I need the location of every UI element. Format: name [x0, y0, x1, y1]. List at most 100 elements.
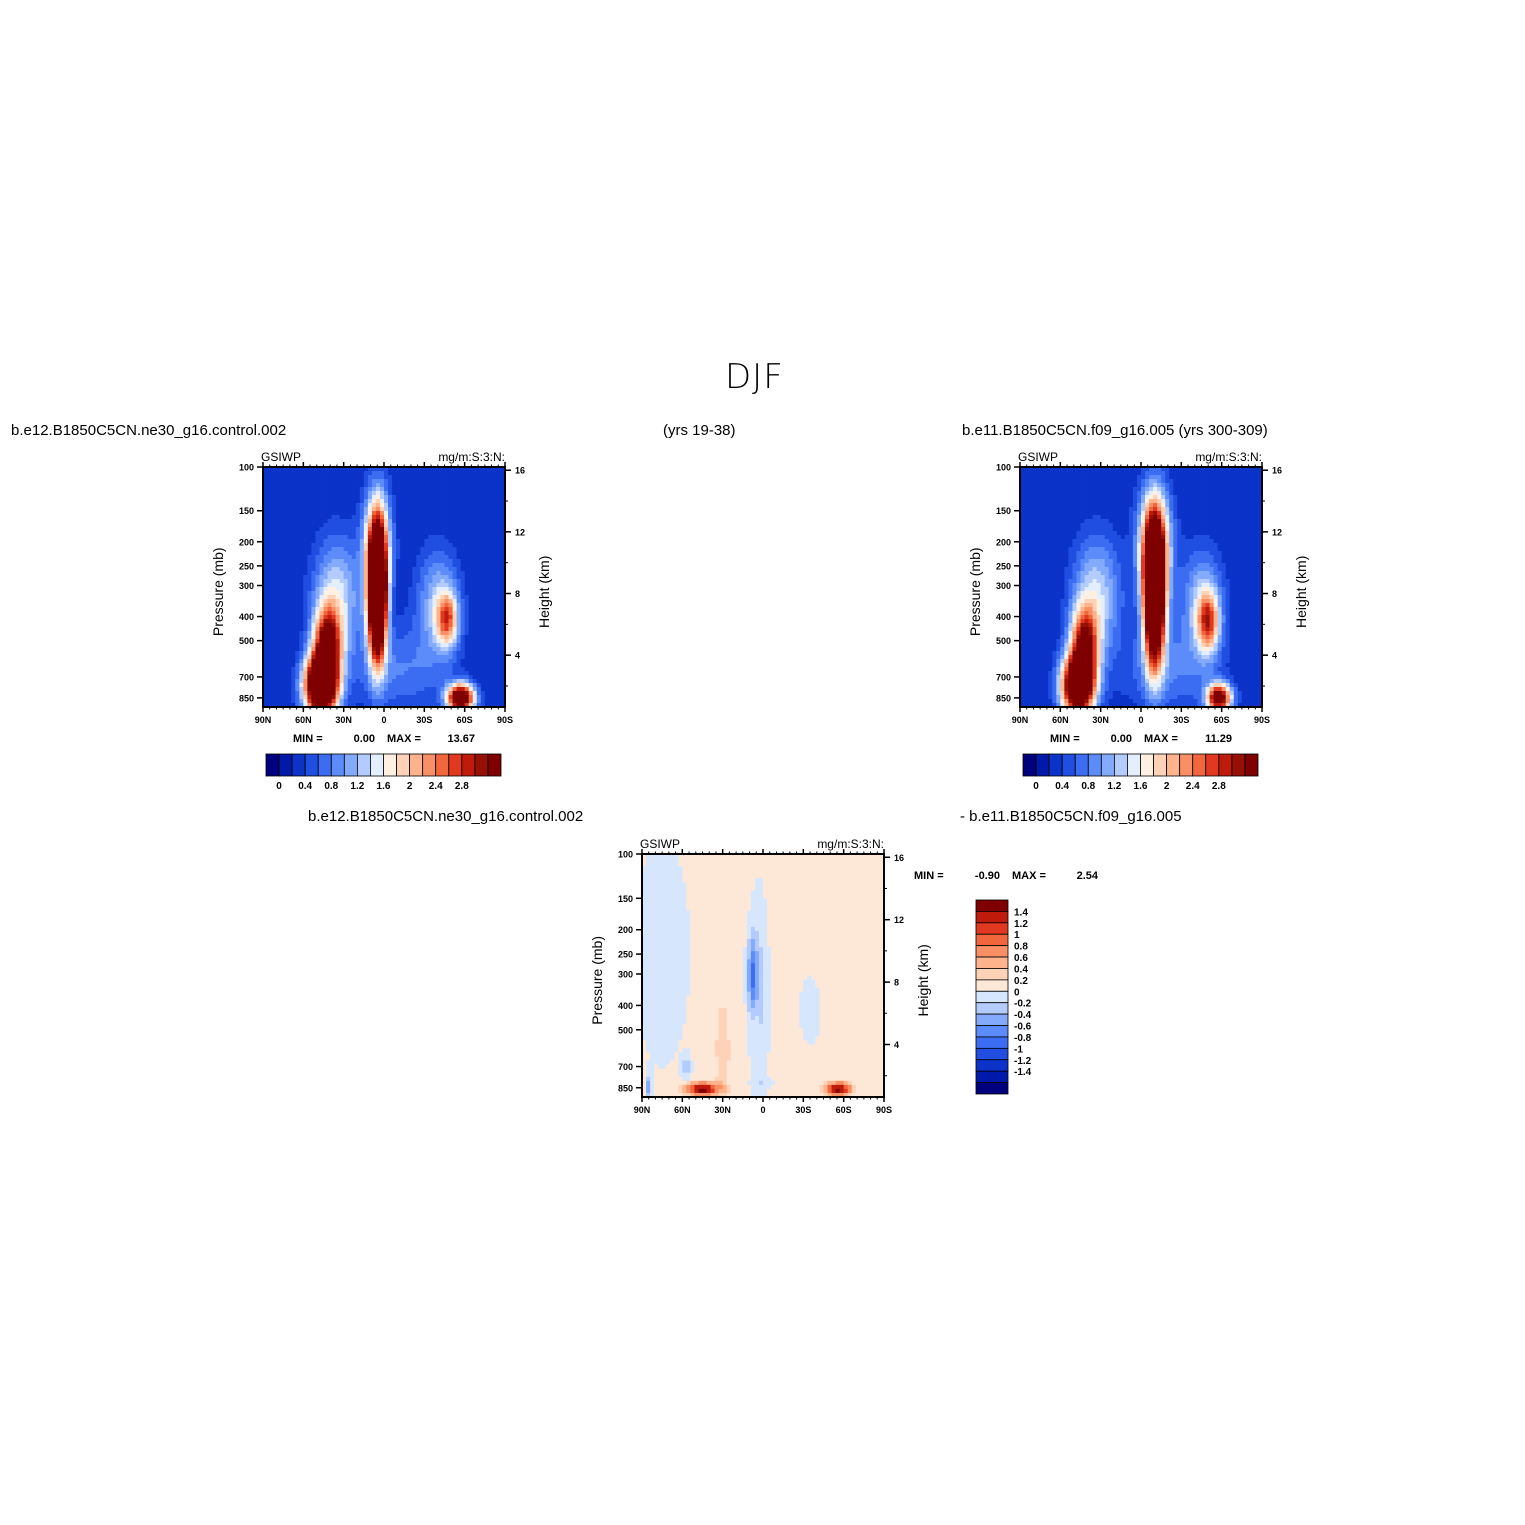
left-cell — [424, 467, 429, 472]
left-cell — [492, 575, 498, 580]
left-cell — [384, 679, 389, 684]
left-cell — [351, 583, 357, 588]
right-cell — [1149, 515, 1154, 520]
left-cell — [396, 515, 401, 520]
left-cell — [335, 691, 341, 696]
left-cell — [307, 527, 312, 532]
right-cell — [1128, 471, 1134, 476]
right-cell — [1169, 547, 1174, 552]
left-cell — [436, 623, 442, 628]
left-cell — [355, 643, 361, 648]
left-cell — [355, 499, 361, 504]
left-cell — [396, 595, 401, 600]
left-cell — [375, 639, 381, 644]
left-cell — [412, 655, 417, 660]
left-cell — [267, 627, 272, 632]
left-cell — [400, 699, 405, 704]
left-cell — [484, 475, 490, 480]
left-cell — [476, 523, 482, 528]
left-cell — [404, 595, 409, 600]
left-cell — [371, 583, 377, 588]
left-cell — [444, 543, 450, 548]
left-cell — [440, 543, 446, 548]
right-cell — [1233, 475, 1239, 480]
right-cell — [1209, 527, 1215, 532]
right-cell — [1020, 495, 1025, 500]
left-cell — [283, 603, 288, 608]
left-cell — [327, 647, 333, 652]
left-cell — [323, 687, 329, 692]
right-cell — [1221, 483, 1227, 488]
left-cell — [367, 563, 373, 568]
left-cell — [339, 527, 345, 532]
right-cell — [1028, 551, 1033, 556]
left-cell — [452, 691, 458, 696]
left-cell — [472, 579, 478, 584]
left-cell — [400, 483, 405, 488]
left-cell — [412, 535, 417, 540]
left-cell — [500, 603, 506, 608]
left-cell — [428, 567, 433, 572]
left-cell — [452, 563, 458, 568]
right-cell — [1092, 467, 1098, 472]
left-cell — [359, 611, 365, 616]
left-cell — [367, 663, 373, 668]
left-cell — [263, 523, 268, 528]
right-cell — [1249, 527, 1255, 532]
left-cell — [347, 547, 353, 552]
left-cell — [379, 627, 385, 632]
left-cell — [392, 587, 397, 592]
left-cell — [464, 663, 470, 668]
left-cell — [404, 607, 409, 612]
left-cell — [363, 479, 369, 484]
left-cell — [404, 687, 409, 692]
right-cell — [1205, 479, 1211, 484]
left-cell — [279, 499, 284, 504]
left-cell — [307, 507, 312, 512]
left-cell — [396, 579, 401, 584]
left-cell — [420, 647, 425, 652]
right-cell — [1165, 523, 1170, 528]
left-cell — [464, 475, 470, 480]
left-cell — [267, 595, 272, 600]
left-cell — [307, 691, 312, 696]
left-cell — [291, 595, 296, 600]
left-cell — [275, 647, 280, 652]
left-cell — [303, 607, 308, 612]
left-cell — [456, 631, 462, 636]
right-cell — [1229, 515, 1235, 520]
left-cell — [347, 651, 353, 656]
right-cell — [1124, 499, 1130, 504]
right-cell — [1020, 491, 1025, 496]
left-cell — [424, 623, 429, 628]
left-cell — [359, 691, 365, 696]
left-cell — [500, 587, 506, 592]
left-cell — [448, 655, 454, 660]
left-cell — [363, 639, 369, 644]
left-cell — [392, 511, 397, 516]
left-cell — [303, 491, 308, 496]
left-cell — [432, 603, 438, 608]
left-cell — [359, 483, 365, 488]
left-cell — [331, 639, 337, 644]
left-cell — [408, 499, 413, 504]
left-cell — [484, 651, 490, 656]
left-cell — [379, 491, 385, 496]
right-cell — [1185, 543, 1190, 548]
left-cell — [436, 571, 442, 576]
right-cell — [1173, 483, 1178, 488]
left-cell — [355, 579, 361, 584]
left-cell — [279, 515, 284, 520]
right-cell — [1141, 511, 1146, 516]
left-cell — [432, 515, 438, 520]
left-cell — [271, 515, 276, 520]
left-cell — [323, 491, 329, 496]
right-cell — [1088, 467, 1094, 472]
left-cell — [468, 639, 474, 644]
right-cell — [1084, 519, 1090, 524]
left-cell — [371, 491, 377, 496]
right-cell — [1020, 475, 1025, 480]
left-cell — [339, 623, 345, 628]
left-cell — [480, 639, 486, 644]
right-cell — [1136, 515, 1142, 520]
